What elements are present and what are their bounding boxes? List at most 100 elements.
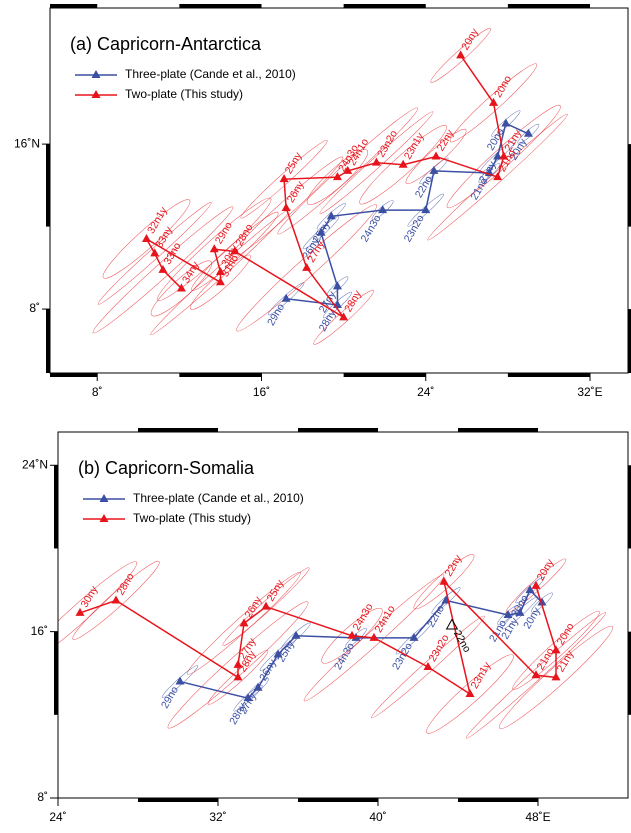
series-line [286,122,529,306]
point-label: 23n2o [390,641,415,672]
point-marker [343,165,353,174]
error-ellipse [102,199,191,279]
frame-band [50,373,98,377]
x-tick-label: 16˚ [253,385,270,399]
x-tick-label: 48˚E [525,810,550,824]
error-ellipse [319,111,434,214]
point-label: 29no [213,220,235,246]
point-label: 22no [425,603,447,629]
frame-band [507,373,591,377]
point-label: 24n1o [373,603,398,634]
point-label: 23n1y [402,130,427,161]
frame-band [46,144,50,227]
point-marker [421,205,431,214]
frame-band [54,631,58,715]
point-marker [142,233,152,242]
point-marker [537,597,547,606]
frame-band [458,428,538,432]
x-tick-label: 40˚ [369,810,386,824]
point-label: 20no [492,73,514,99]
point-marker [499,151,509,160]
frame-band [179,4,262,8]
error-ellipse [150,208,291,336]
legend-label: Three-plate (Cande et al., 2010) [125,67,296,81]
point-marker [291,630,301,639]
x-tick-label: 32˚E [577,385,602,399]
ellipses [92,28,568,345]
point-label: 23n2o [375,128,400,159]
error-ellipse [58,561,138,665]
point-marker [369,632,379,641]
error-ellipse [277,107,418,235]
point-label: 25ny [265,577,287,603]
y-tick-label: 16˚N [14,136,40,150]
legend-label: Two-plate (This study) [125,87,243,101]
frame-band [458,798,538,802]
point-marker [215,277,225,286]
point-marker [551,645,561,654]
point-label: 21no [535,646,557,672]
map-panel: 24˚ 32˚ 40˚ 48˚E8˚16˚24˚N20ny20no21ny21no22… [22,428,631,824]
point-label: 29no [159,684,181,710]
error-ellipse [405,128,467,184]
point-marker [302,262,312,271]
point-marker [531,580,541,589]
point-label: 29no [265,302,287,328]
point-marker [371,157,381,166]
error-ellipse [426,654,514,734]
frame-band [628,465,631,549]
point-label: 20ny [459,26,481,52]
point-marker [398,159,408,168]
point-marker [409,632,419,641]
point-marker [493,151,503,160]
point-label: 28no [233,222,255,248]
point-marker [551,672,561,681]
x-tick-label: 32˚ [209,810,226,824]
error-ellipse [207,650,269,705]
y-tick-label: 24˚N [22,457,48,471]
point-marker [493,172,503,181]
frame-band [138,798,218,802]
point-marker [423,661,433,670]
point-label: 28no [115,571,137,597]
point-marker [439,576,449,585]
point-label: 30ny [79,583,101,609]
error-ellipse [187,571,301,675]
y-tick-label: 8˚ [37,790,48,804]
map-panel: 8˚16˚24˚32˚E8˚16˚N20ny20no21ny21no22no23… [14,4,631,399]
point-marker [339,312,349,321]
legend-label: Two-plate (This study) [133,511,251,525]
frame-band [298,428,378,432]
point-label: 20no [555,621,577,647]
map-frame [49,7,629,374]
point-label: 25ny [283,150,305,176]
point-label: 24n3o [359,213,384,244]
x-tick-label: 8˚ [92,385,103,399]
point-marker [332,281,342,290]
point-marker [316,227,326,236]
point-marker [233,672,243,681]
point-marker [239,618,249,627]
point-marker [515,607,525,616]
point-marker [465,689,475,698]
error-ellipse [498,625,614,729]
point-marker [150,248,160,257]
error-ellipse [449,63,538,143]
frame-band [54,465,58,549]
annotation-marker [445,618,459,630]
frame-band [138,428,218,432]
error-ellipse [236,204,378,332]
point-marker [215,266,225,275]
point-label: 24n3o [351,601,376,632]
point-label: 34ny [180,259,202,285]
point-marker [230,246,240,255]
point-label: 28ny [342,288,364,314]
error-ellipse [97,202,212,305]
point-marker [175,676,185,685]
error-ellipse [427,113,568,241]
y-tick-label: 16˚ [31,624,48,638]
point-marker [332,172,342,181]
point-marker [525,585,535,594]
point-marker [261,601,271,610]
